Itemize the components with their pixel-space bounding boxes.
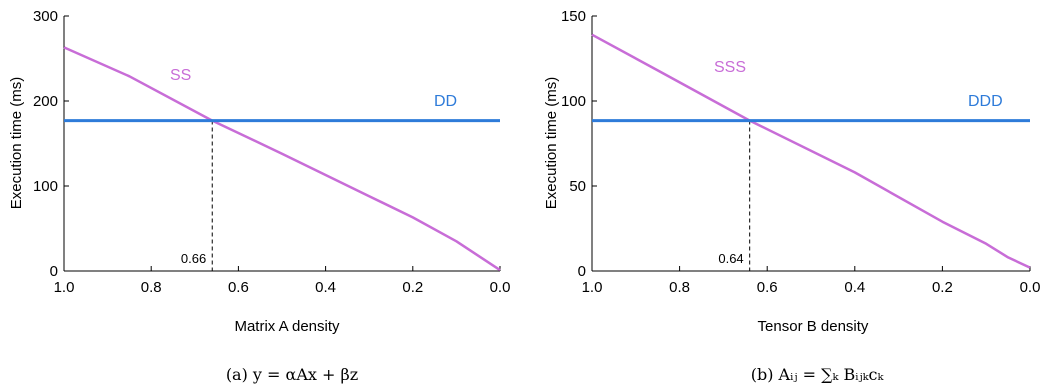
panel-a-plot: 0 100 200 300 1.0 0.8 0.6 0.4 0.2 0.0 0.66 SS DD bbox=[33, 8, 510, 296]
panel-b-y-tick-label: 0 bbox=[578, 263, 586, 280]
panel-b-crossover-label: 0.64 bbox=[718, 251, 743, 266]
panel-a-x-tick-label: 0.4 bbox=[315, 279, 336, 296]
panel-b-x-axis-label: Tensor B density bbox=[758, 318, 869, 335]
panel-b-series-ddd-label: DDD bbox=[968, 93, 1003, 110]
panel-b-x-tick-label: 0.0 bbox=[1020, 279, 1041, 296]
panel-a: 0 100 200 300 1.0 0.8 0.6 0.4 0.2 0.0 0.66 SS DD Exe… bbox=[8, 8, 510, 384]
panel-b-x-tick-label: 0.8 bbox=[669, 279, 690, 296]
panel-a-y-tick-label: 300 bbox=[33, 8, 58, 25]
panel-a-series-ss-line bbox=[63, 46, 501, 272]
panel-b-y-axis-label: Execution time (ms) bbox=[543, 77, 560, 210]
panel-b-y-tick-label: 100 bbox=[561, 93, 586, 110]
panel-a-caption: (a) y = αAx + βz bbox=[226, 365, 358, 384]
panel-b-x-tick-label: 1.0 bbox=[582, 279, 603, 296]
panel-a-x-tick-label: 0.0 bbox=[490, 279, 511, 296]
panel-b-series-sss-line bbox=[591, 33, 1031, 269]
panel-b-x-tick-label: 0.4 bbox=[844, 279, 865, 296]
panel-a-crossover-label: 0.66 bbox=[181, 251, 206, 266]
panel-a-y-axis-label: Execution time (ms) bbox=[8, 77, 25, 210]
panel-a-y-tick-label: 200 bbox=[33, 93, 58, 110]
panel-b-x-tick-label: 0.2 bbox=[932, 279, 953, 296]
panel-a-x-tick-label: 1.0 bbox=[54, 279, 75, 296]
panel-b-x-tick-label: 0.6 bbox=[757, 279, 778, 296]
panel-a-x-tick-label: 0.2 bbox=[402, 279, 423, 296]
panel-b-series-sss-label: SSS bbox=[714, 59, 746, 76]
panel-a-series-dd-label: DD bbox=[434, 93, 457, 110]
panel-a-y-tick-label: 100 bbox=[33, 178, 58, 195]
panel-b-y-tick-label: 150 bbox=[561, 8, 586, 25]
panel-a-series-ss-label: SS bbox=[170, 67, 191, 84]
panel-a-x-tick-label: 0.6 bbox=[228, 279, 249, 296]
panel-a-x-tick-label: 0.8 bbox=[141, 279, 162, 296]
panel-a-y-tick-label: 0 bbox=[50, 263, 58, 280]
panel-b-y-tick-label: 50 bbox=[569, 178, 586, 195]
panel-b: 0 50 100 150 1.0 0.8 0.6 0.4 0.2 0.0 0.64 SSS DDD Ex… bbox=[543, 8, 1040, 384]
panel-b-plot: 0 50 100 150 1.0 0.8 0.6 0.4 0.2 0.0 0.64 SSS DDD bbox=[561, 8, 1040, 296]
panel-b-caption: (b) Aᵢⱼ = ∑ₖ Bᵢⱼₖcₖ bbox=[751, 365, 885, 384]
panel-a-x-axis-label: Matrix A density bbox=[234, 318, 340, 335]
